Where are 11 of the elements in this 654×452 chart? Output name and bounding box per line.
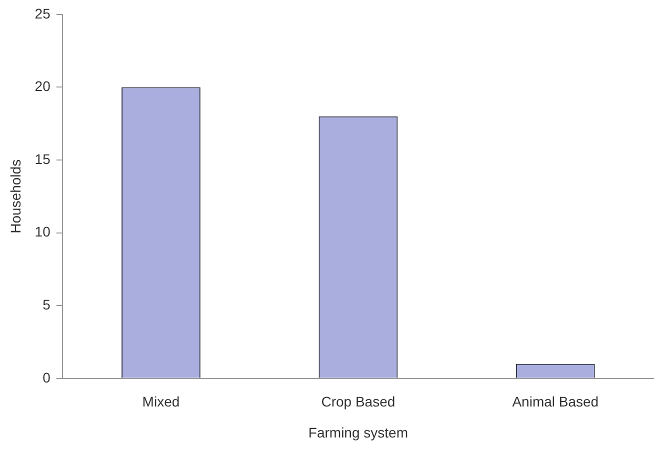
y-tick-label: 10 <box>34 224 51 240</box>
y-tick-label: 20 <box>34 78 51 94</box>
x-tick-label: Animal Based <box>512 394 599 410</box>
x-tick-label: Crop Based <box>321 394 396 410</box>
y-tick-label: 0 <box>42 369 51 386</box>
y-axis-title: Households <box>7 159 24 234</box>
y-tick-label: 25 <box>34 5 51 22</box>
y-tick-label: 15 <box>34 150 51 167</box>
y-tick-label: 5 <box>42 296 51 312</box>
x-axis-title: Farming system <box>308 424 408 440</box>
x-tick-label: Mixed <box>142 394 180 410</box>
